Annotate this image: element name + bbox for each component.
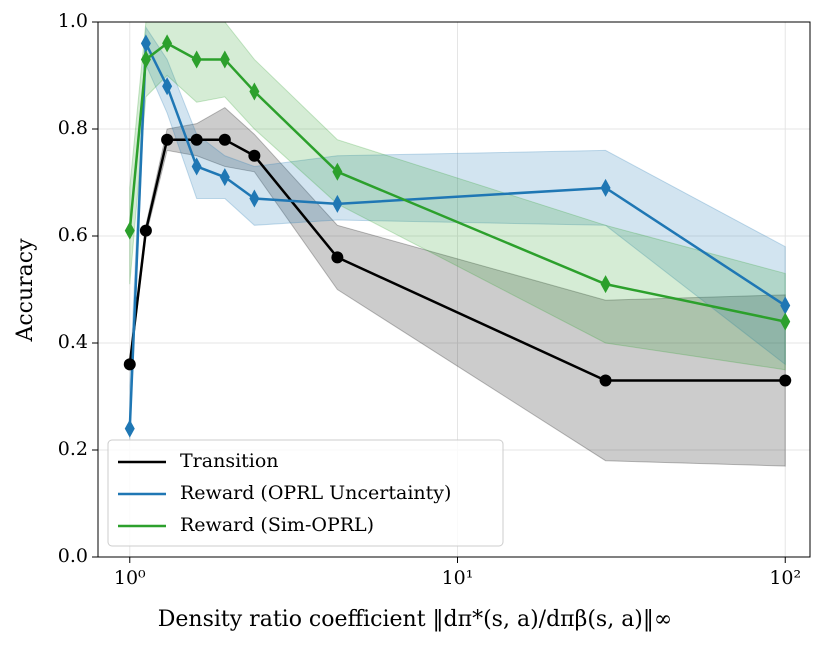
marker	[124, 419, 135, 438]
y-tick-label: 0.2	[58, 438, 88, 460]
marker	[249, 189, 260, 208]
y-axis-label: Accuracy	[13, 238, 38, 343]
marker	[162, 34, 173, 53]
marker	[599, 374, 612, 387]
legend-box	[107, 439, 504, 547]
marker	[191, 50, 202, 69]
legend: Transition Reward (OPRL Uncertainty) Rewar…	[107, 439, 504, 547]
marker	[190, 133, 203, 146]
marker	[779, 374, 792, 387]
marker	[332, 162, 343, 181]
marker	[600, 178, 611, 197]
y-tick-label: 0.8	[58, 117, 88, 139]
marker	[124, 221, 135, 240]
marker	[140, 34, 151, 53]
marker	[248, 149, 261, 162]
marker	[331, 251, 344, 264]
legend-label: Transition	[180, 450, 279, 472]
marker	[161, 133, 174, 146]
x-axis-label: Density ratio coefficient ‖dπ*(s, a)/dπβ…	[158, 607, 672, 632]
marker	[139, 224, 152, 237]
marker	[162, 77, 173, 96]
marker	[123, 358, 136, 371]
y-tick-label: 0.0	[58, 545, 88, 567]
plot-frame	[97, 21, 811, 558]
marker	[249, 82, 260, 101]
legend-label: Reward (OPRL Uncertainty)	[180, 482, 451, 504]
y-tick-label: 1.0	[58, 10, 88, 32]
marker	[780, 312, 791, 331]
marker	[332, 194, 343, 213]
marker	[780, 296, 791, 315]
y-tick-label: 0.6	[58, 224, 88, 246]
legend-label: Reward (Sim-OPRL)	[180, 514, 374, 536]
marker	[140, 50, 151, 69]
marker	[218, 133, 231, 146]
y-tick-label: 0.4	[58, 331, 88, 353]
x-tick-label: 10²	[769, 567, 801, 589]
x-tick-label: 10⁰	[114, 567, 146, 589]
marker	[191, 157, 202, 176]
confidence-band	[129, 106, 786, 467]
marker	[600, 275, 611, 294]
marker	[219, 168, 230, 187]
marker	[219, 50, 230, 69]
x-tick-label: 10¹	[442, 567, 474, 589]
